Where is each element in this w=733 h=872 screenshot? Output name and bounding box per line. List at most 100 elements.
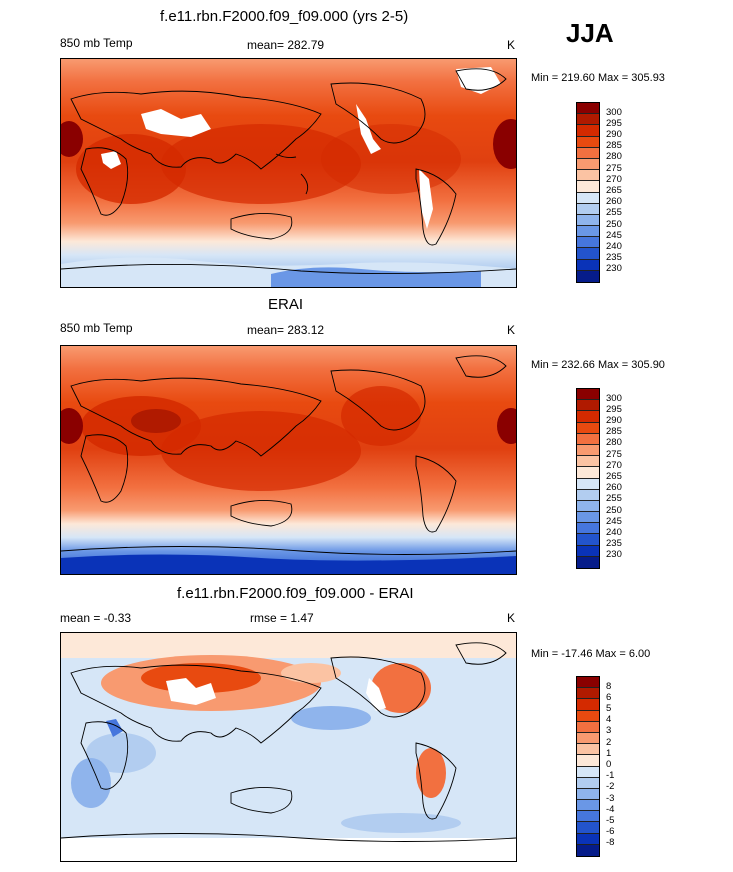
panel3-rmse-label: rmse = 1.47 (250, 611, 314, 625)
panel3-colorbar-cell (577, 844, 599, 856)
panel1-colorbar-cell (577, 248, 599, 260)
panel2-colorbar-cell (577, 512, 599, 524)
panel2-title: ERAI (268, 296, 304, 313)
colorbar-tick-label: 255 (606, 493, 622, 504)
panel3-colorbar (576, 676, 600, 857)
panel1-colorbar (576, 102, 600, 283)
panel1-colorbar-cell (577, 114, 599, 126)
colorbar-tick-label: 1 (606, 748, 612, 759)
colorbar-tick-label: 250 (606, 505, 622, 516)
panel3-colorbar-cell (577, 788, 599, 801)
colorbar-tick-label: 245 (606, 230, 622, 241)
colorbar-tick-label: 280 (606, 151, 622, 162)
panel1-colorbar-cell (577, 147, 599, 159)
colorbar-tick-label: 290 (606, 415, 622, 426)
colorbar-tick-label: 235 (606, 538, 622, 549)
colorbar-tick-label: -2 (606, 781, 615, 792)
colorbar-tick-label: 290 (606, 129, 622, 140)
colorbar-tick-label: 285 (606, 426, 622, 437)
panel2-colorbar-cell (577, 556, 599, 568)
colorbar-tick-label: 265 (606, 185, 622, 196)
panel3-colorbar-cell (577, 800, 599, 812)
panel3-colorbar-cell (577, 688, 599, 700)
colorbar-tick-label: 275 (606, 449, 622, 460)
colorbar-tick-label: 295 (606, 118, 622, 129)
panel2-colorbar-cell (577, 422, 599, 434)
panel2-colorbar-cell (577, 444, 599, 457)
panel1-colorbar-cell (577, 214, 599, 227)
panel1-colorbar-cell (577, 203, 599, 215)
panel2-units: K (507, 323, 516, 337)
colorbar-tick-label: 6 (606, 692, 612, 703)
season-label: JJA (566, 18, 614, 48)
panel2-colorbar-cell (577, 500, 599, 513)
panel3-colorbar-cell (577, 811, 599, 823)
colorbar-tick-label: 260 (606, 196, 622, 207)
colorbar-tick-label: 3 (606, 725, 612, 736)
panel3-map (60, 632, 517, 862)
panel1-colorbar-cell (577, 170, 599, 182)
panel3-colorbar-cell (577, 755, 599, 767)
panel3-colorbar-cell (577, 822, 599, 834)
colorbar-tick-label: 0 (606, 759, 612, 770)
colorbar-tick-label: 270 (606, 174, 622, 185)
colorbar-tick-label: 235 (606, 252, 622, 263)
panel1-colorbar-cell (577, 158, 599, 171)
panel3-colorbar-cell (577, 677, 599, 689)
panel3-title: f.e11.rbn.F2000.f09_f09.000 - ERAI (177, 585, 414, 602)
panel2-minmax: Min = 232.66 Max = 305.90 (531, 359, 665, 371)
colorbar-tick-label: 275 (606, 163, 622, 174)
colorbar-tick-label: 8 (606, 681, 612, 692)
colorbar-tick-label: 230 (606, 263, 622, 274)
panel1-colorbar-cell (577, 237, 599, 249)
colorbar-tick-label: 285 (606, 140, 622, 151)
panel2-colorbar-cell (577, 389, 599, 401)
panel3-mean-label: mean = -0.33 (60, 611, 132, 625)
colorbar-tick-label: -3 (606, 793, 615, 804)
panel1-colorbar-cell (577, 125, 599, 137)
panel2-map (60, 345, 517, 575)
colorbar-tick-label: 300 (606, 107, 622, 118)
panel3-colorbar-cell (577, 744, 599, 756)
panel2-colorbar-cell (577, 456, 599, 468)
panel1-colorbar-cell (577, 259, 599, 271)
panel2-colorbar-cell (577, 534, 599, 546)
colorbar-tick-label: -4 (606, 804, 615, 815)
panel3-colorbar-cell (577, 766, 599, 778)
panel1-colorbar-cell (577, 181, 599, 193)
panel1-minmax: Min = 219.60 Max = 305.93 (531, 72, 665, 84)
colorbar-tick-label: -5 (606, 815, 615, 826)
colorbar-tick-label: 265 (606, 471, 622, 482)
panel1-title: f.e11.rbn.F2000.f09_f09.000 (yrs 2-5) (160, 8, 409, 25)
colorbar-tick-label: 240 (606, 527, 622, 538)
panel3-units: K (507, 611, 516, 625)
colorbar-tick-label: 250 (606, 219, 622, 230)
colorbar-tick-label: 2 (606, 737, 612, 748)
colorbar-tick-label: 260 (606, 482, 622, 493)
colorbar-tick-label: 295 (606, 404, 622, 415)
panel2-colorbar (576, 388, 600, 569)
panel3-colorbar-cell (577, 833, 599, 845)
colorbar-tick-label: 240 (606, 241, 622, 252)
panel3-colorbar-cell (577, 710, 599, 722)
panel2-colorbar-cell (577, 411, 599, 423)
panel1-colorbar-cell (577, 226, 599, 238)
colorbar-tick-label: -6 (606, 826, 615, 837)
panel2-colorbar-cell (577, 467, 599, 479)
colorbar-tick-label: -8 (606, 837, 615, 848)
panel2-colorbar-cell (577, 433, 599, 445)
colorbar-tick-label: 270 (606, 460, 622, 471)
panel2-colorbar-cell (577, 523, 599, 535)
panel2-colorbar-cell (577, 489, 599, 501)
panel3-colorbar-cell (577, 732, 599, 745)
panel3-colorbar-cell (577, 721, 599, 733)
panel2-mean-label: mean= 283.12 (247, 323, 325, 337)
panel1-colorbar-cell (577, 103, 599, 115)
panel3-minmax: Min = -17.46 Max = 6.00 (531, 648, 651, 660)
panel2-colorbar-cell (577, 545, 599, 557)
colorbar-tick-label: 300 (606, 393, 622, 404)
panel1-map (60, 58, 517, 288)
panel3-colorbar-cell (577, 699, 599, 711)
panel1-colorbar-cell (577, 192, 599, 204)
panel2-field-label: 850 mb Temp (60, 321, 133, 335)
